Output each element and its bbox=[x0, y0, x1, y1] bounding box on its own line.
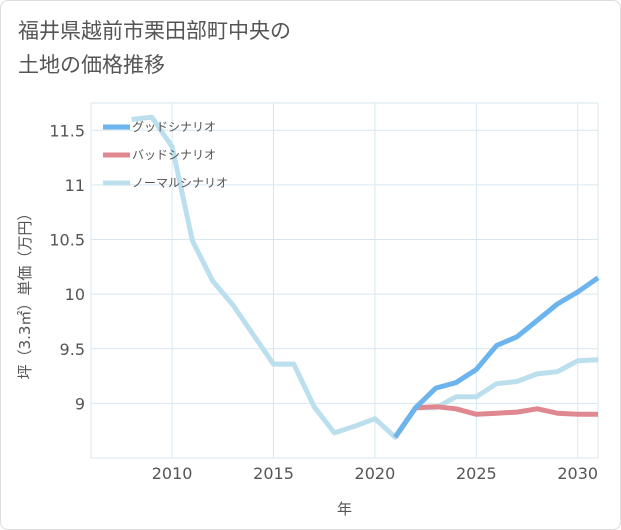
chart-title: 福井県越前市栗田部町中央の 土地の価格推移 bbox=[18, 19, 291, 77]
grid bbox=[91, 103, 598, 458]
y-tick-label: 9 bbox=[75, 394, 85, 413]
y-tick-label: 10.5 bbox=[49, 231, 85, 250]
x-tick-label: 2025 bbox=[456, 464, 497, 483]
series-layer bbox=[131, 114, 600, 440]
series-line bbox=[393, 275, 600, 439]
tick-labels: 2010 2015 2020 2025 2030 9 9.5 10 10.5 11 11.5 bbox=[49, 121, 598, 483]
legend-label: バッドシナリオ bbox=[132, 148, 216, 162]
x-axis-label: 年 bbox=[337, 500, 352, 518]
x-tick-label: 2010 bbox=[152, 464, 193, 483]
y-tick-label: 10 bbox=[65, 285, 85, 304]
x-tick-label: 2015 bbox=[253, 464, 294, 483]
series-line bbox=[393, 404, 598, 439]
legend-label: ノーマルシナリオ bbox=[132, 176, 228, 190]
series-line bbox=[131, 114, 599, 440]
x-tick-label: 2020 bbox=[355, 464, 396, 483]
y-tick-label: 9.5 bbox=[60, 340, 85, 359]
legend-label: グッドシナリオ bbox=[132, 120, 216, 134]
y-tick-label: 11 bbox=[65, 176, 85, 195]
y-tick-label: 11.5 bbox=[49, 121, 85, 140]
y-axis-label: 坪（3.3㎡）単価（万円） bbox=[16, 206, 34, 380]
x-tick-label: 2030 bbox=[557, 464, 598, 483]
